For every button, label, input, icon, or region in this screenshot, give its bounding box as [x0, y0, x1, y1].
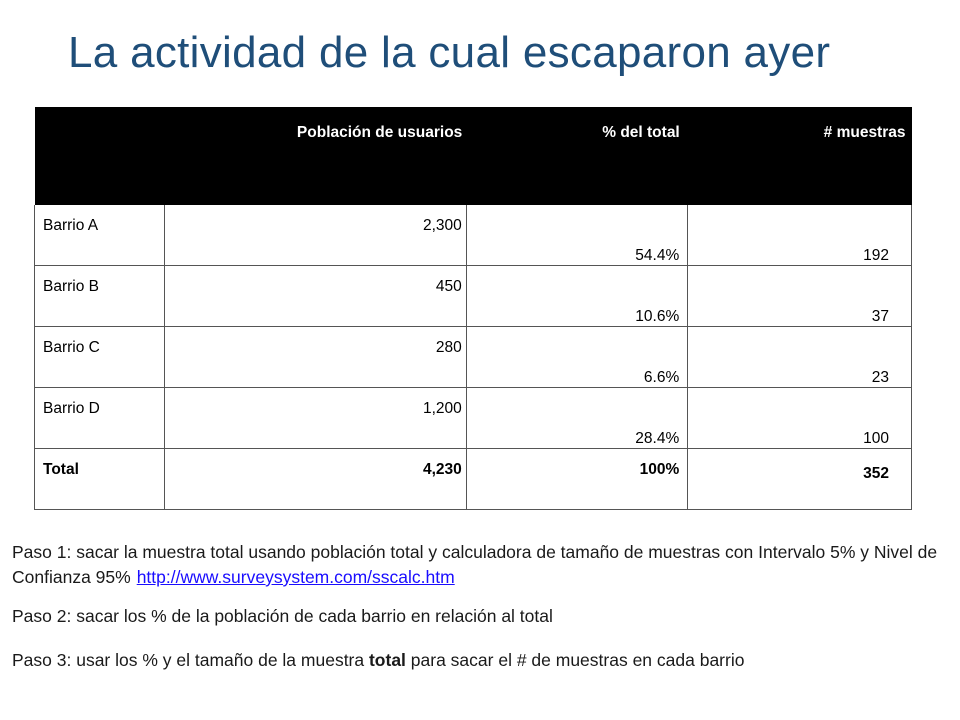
total-name: Total — [43, 461, 79, 478]
row-name: Barrio A — [43, 217, 99, 234]
table-row: Barrio A 2,300 54.4% 192 — [34, 205, 912, 266]
row-samples: 100 — [863, 430, 889, 447]
step-3-text-before: Paso 3: usar los % y el tamaño de la mue… — [12, 650, 369, 670]
samples-table: Población de usuarios % del total # mues… — [34, 107, 912, 510]
row-population: 450 — [435, 278, 462, 295]
header-percent: % del total — [466, 107, 688, 205]
row-percent: 28.4% — [635, 430, 680, 447]
step-3-bold: total — [368, 650, 406, 670]
step-1-text: Paso 1: sacar la muestra total usando po… — [12, 542, 938, 587]
total-population: 4,230 — [423, 461, 462, 478]
row-name: Barrio C — [43, 339, 100, 356]
row-samples: 192 — [863, 247, 889, 264]
total-samples: 352 — [863, 465, 889, 482]
table-row: Barrio C 280 6.6% 23 — [34, 326, 912, 388]
total-percent: 100% — [639, 461, 680, 478]
table-row: Barrio D 1,200 28.4% 100 — [34, 387, 912, 449]
table-header-row: Población de usuarios % del total # mues… — [34, 107, 912, 205]
row-samples: 23 — [871, 369, 889, 386]
table-row: Barrio B 450 10.6% 37 — [34, 265, 912, 327]
row-percent: 54.4% — [635, 247, 680, 264]
row-population: 280 — [435, 339, 462, 356]
row-population: 2,300 — [423, 217, 462, 234]
row-samples: 37 — [871, 308, 889, 325]
header-population: Población de usuarios — [164, 107, 467, 205]
steps-text: Paso 1: sacar la muestra total usando po… — [12, 540, 952, 673]
step-2: Paso 2: sacar los % de la población de c… — [12, 606, 553, 626]
step-1: Paso 1: sacar la muestra total usando po… — [12, 540, 952, 590]
header-empty — [34, 107, 165, 205]
sample-size-calculator-link[interactable]: http://www.surveysystem.com/sscalc.htm — [136, 567, 455, 587]
header-samples-label: # muestras — [823, 124, 906, 141]
header-samples: # muestras — [687, 107, 912, 205]
row-percent: 6.6% — [643, 369, 680, 386]
row-name: Barrio B — [43, 278, 99, 295]
header-population-label: Población de usuarios — [296, 124, 463, 141]
row-name: Barrio D — [43, 400, 100, 417]
slide-title: La actividad de la cual escaparon ayer — [68, 28, 831, 77]
header-percent-label: % del total — [602, 124, 680, 141]
table-total-row: Total 4,230 100% 352 — [34, 448, 912, 510]
row-percent: 10.6% — [635, 308, 680, 325]
step-3-text-after: para sacar el # de muestras en cada barr… — [405, 650, 745, 670]
row-population: 1,200 — [423, 400, 462, 417]
step-3: Paso 3: usar los % y el tamaño de la mue… — [12, 648, 952, 673]
